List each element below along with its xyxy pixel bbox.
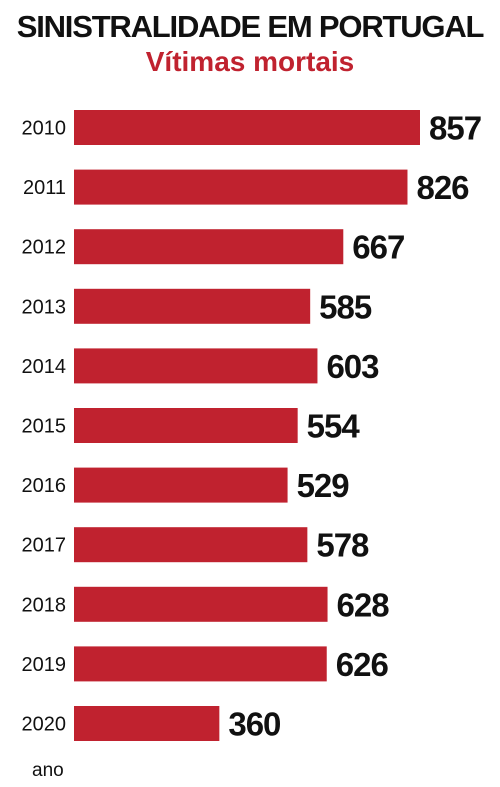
value-label-2011: 826 [416,169,469,206]
year-label-2017: 2017 [22,535,67,557]
bar-2013 [74,288,311,324]
axis-label-ano: ano [32,760,64,781]
year-label-2019: 2019 [22,654,67,676]
bar-2010 [74,110,420,145]
bar-2018 [74,586,328,622]
value-label-2015: 554 [307,408,361,445]
year-label-2020: 2020 [22,714,67,736]
value-label-2018: 628 [337,586,390,623]
year-label-2011: 2011 [23,177,66,199]
year-label-2015: 2015 [22,416,67,438]
bar-2016 [74,467,288,503]
year-label-2016: 2016 [22,475,67,497]
bar-2017 [74,527,308,563]
value-label-2012: 667 [352,229,404,266]
year-label-2010: 2010 [22,118,67,140]
chart-title: SINISTRALIDADE EM PORTUGAL [16,9,485,44]
bar-2012 [74,229,344,265]
year-label-2012: 2012 [22,237,67,259]
value-label-2013: 585 [319,288,372,325]
chart-subtitle: Vítimas mortais [145,46,355,77]
value-label-2016: 529 [297,467,350,504]
value-label-2020: 360 [228,706,280,743]
bar-2011 [74,169,408,205]
value-label-2014: 603 [326,348,379,385]
bar-2019 [74,646,327,682]
year-label-2013: 2013 [22,296,67,318]
year-label-2014: 2014 [22,356,67,378]
bar-2020 [74,706,220,741]
value-label-2017: 578 [316,527,369,564]
value-label-2019: 626 [336,646,389,683]
bar-2015 [74,408,298,443]
value-label-2010: 857 [429,110,481,147]
year-label-2018: 2018 [22,594,67,616]
bar-2014 [74,348,318,384]
